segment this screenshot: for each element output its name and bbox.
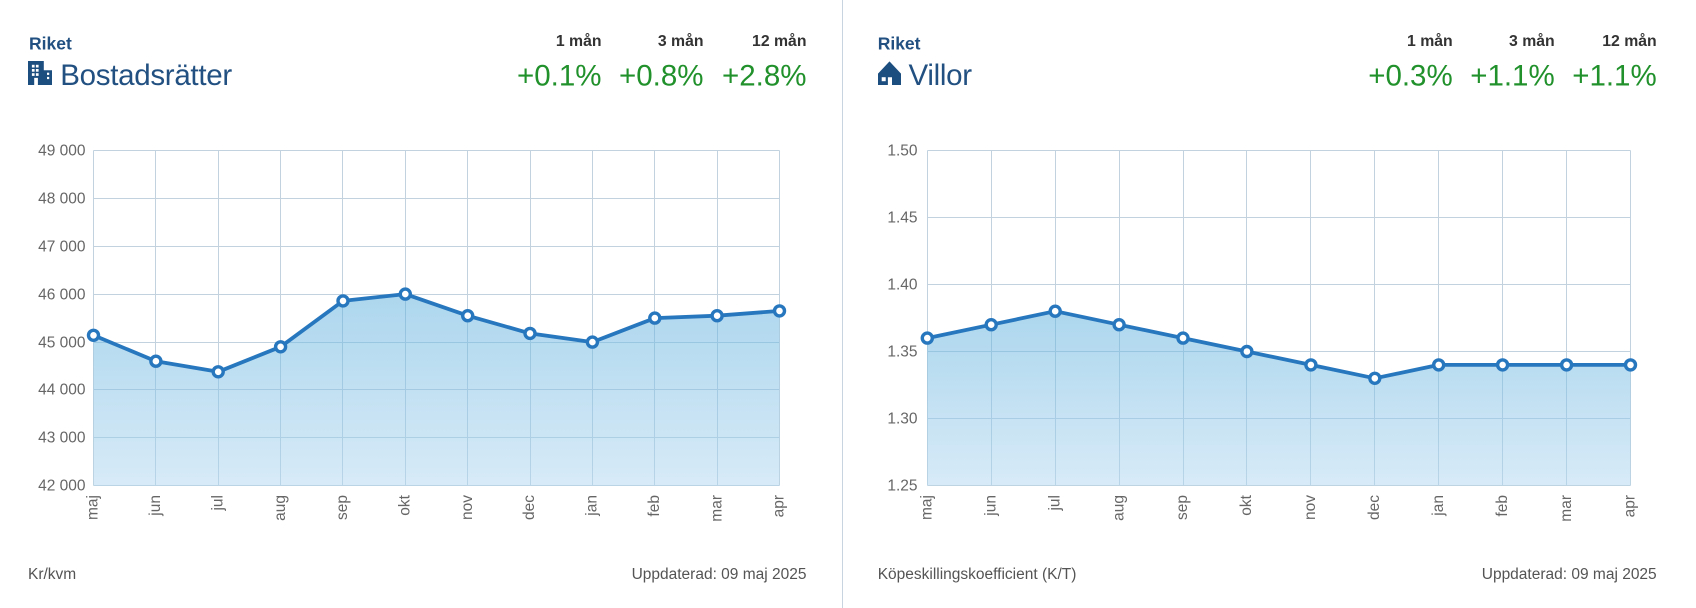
- svg-text:+1.1%: +1.1%: [1572, 59, 1656, 92]
- svg-text:mar: mar: [708, 495, 725, 522]
- svg-text:46 000: 46 000: [38, 287, 86, 304]
- svg-text:1.40: 1.40: [887, 277, 918, 294]
- svg-text:Kr/kvm: Kr/kvm: [28, 566, 76, 583]
- svg-text:48 000: 48 000: [38, 191, 86, 208]
- svg-text:apr: apr: [771, 495, 788, 517]
- svg-text:Bostadsrätter: Bostadsrätter: [60, 59, 232, 92]
- svg-text:47 000: 47 000: [38, 239, 86, 256]
- svg-text:okt: okt: [1238, 494, 1255, 515]
- svg-text:dec: dec: [1366, 495, 1383, 520]
- svg-text:Uppdaterad: 09 maj 2025: Uppdaterad: 09 maj 2025: [1482, 566, 1657, 583]
- svg-text:42 000: 42 000: [38, 478, 86, 495]
- svg-text:apr: apr: [1622, 495, 1639, 517]
- svg-text:feb: feb: [1494, 495, 1511, 517]
- svg-text:mar: mar: [1558, 495, 1575, 522]
- svg-text:+0.1%: +0.1%: [517, 59, 601, 92]
- svg-text:sep: sep: [1174, 495, 1191, 520]
- svg-text:45 000: 45 000: [38, 335, 86, 352]
- svg-text:jun: jun: [147, 495, 164, 517]
- svg-text:43 000: 43 000: [38, 430, 86, 447]
- svg-text:sep: sep: [334, 495, 351, 520]
- svg-text:1.50: 1.50: [887, 143, 918, 160]
- svg-text:1.35: 1.35: [887, 344, 917, 361]
- svg-text:okt: okt: [397, 494, 414, 515]
- svg-text:+2.8%: +2.8%: [722, 59, 806, 92]
- svg-text:1.25: 1.25: [887, 478, 917, 495]
- svg-text:jul: jul: [209, 495, 226, 512]
- svg-text:nov: nov: [1302, 495, 1319, 520]
- svg-text:+0.8%: +0.8%: [619, 59, 703, 92]
- svg-text:44 000: 44 000: [38, 382, 86, 399]
- svg-text:Uppdaterad: 09 maj 2025: Uppdaterad: 09 maj 2025: [632, 566, 807, 583]
- svg-text:dec: dec: [521, 495, 538, 520]
- svg-text:jan: jan: [584, 495, 601, 517]
- svg-text:Villor: Villor: [909, 59, 973, 92]
- svg-text:49 000: 49 000: [38, 143, 86, 160]
- svg-text:aug: aug: [272, 495, 289, 521]
- svg-text:+1.1%: +1.1%: [1470, 59, 1554, 92]
- svg-text:jan: jan: [1430, 495, 1447, 517]
- svg-text:nov: nov: [459, 495, 476, 520]
- svg-text:1 mån: 1 mån: [1407, 32, 1453, 50]
- svg-text:12 mån: 12 mån: [752, 32, 806, 50]
- svg-text:3 mån: 3 mån: [1509, 32, 1555, 50]
- svg-text:1.30: 1.30: [887, 411, 918, 428]
- svg-text:maj: maj: [919, 495, 936, 520]
- svg-text:Köpeskillingskoefficient (K/T): Köpeskillingskoefficient (K/T): [878, 566, 1077, 583]
- svg-text:jul: jul: [1046, 495, 1063, 512]
- svg-text:3 mån: 3 mån: [658, 32, 704, 50]
- svg-text:feb: feb: [646, 495, 663, 517]
- svg-text:1 mån: 1 mån: [556, 32, 602, 50]
- svg-text:aug: aug: [1110, 495, 1127, 521]
- svg-text:jun: jun: [982, 495, 999, 517]
- svg-text:1.45: 1.45: [887, 210, 917, 227]
- svg-text:Riket: Riket: [29, 33, 72, 53]
- svg-text:12 mån: 12 mån: [1602, 32, 1656, 50]
- svg-text:maj: maj: [85, 495, 102, 520]
- svg-text:Riket: Riket: [878, 33, 921, 53]
- svg-text:+0.3%: +0.3%: [1368, 59, 1452, 92]
